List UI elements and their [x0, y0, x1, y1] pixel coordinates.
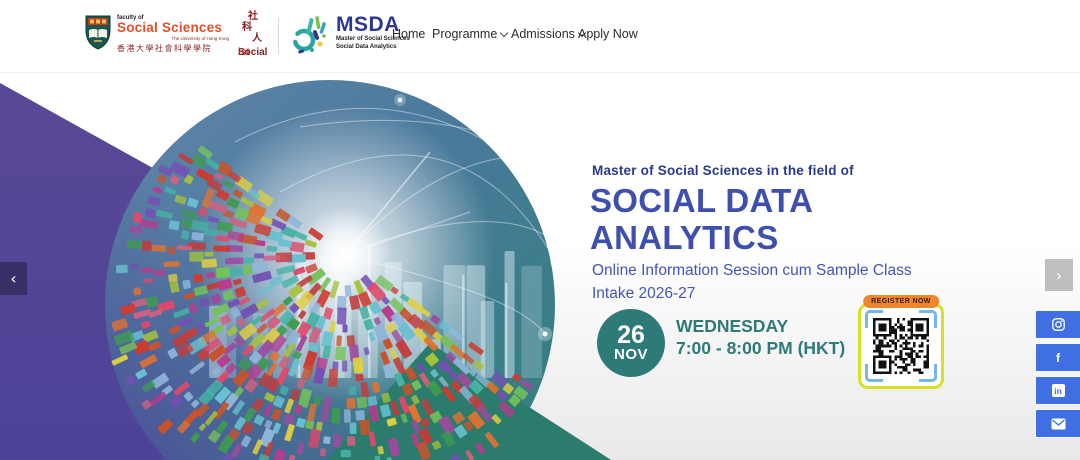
mosaic-tiles-graphic [111, 145, 534, 460]
chevron-down-icon [500, 28, 509, 38]
event-date-badge: 26 NOV [597, 309, 665, 377]
qr-bracket-icon [919, 310, 937, 328]
hero-banner: Master of Social Sciences in the field o… [0, 72, 1080, 460]
qr-bracket-icon [919, 364, 937, 382]
chevron-left-icon: ‹ [10, 269, 17, 288]
qr-code [873, 318, 929, 374]
hero-graphic [0, 80, 612, 460]
nav-programme[interactable]: Programme [432, 27, 509, 41]
chevron-right-icon: › [1055, 265, 1063, 285]
hero-title-line1: SOCIAL DATA [590, 182, 814, 219]
site-header: faculty of Social Sciences The Universit… [0, 0, 1080, 73]
msda-sub-line2: Social Data Analytics [336, 43, 397, 50]
faculty-logo-pre: faculty of [117, 15, 144, 21]
hku-crest-logo [85, 15, 111, 50]
faculty-logo[interactable]: faculty of Social Sciences The Universit… [117, 15, 229, 54]
linkedin-button[interactable]: in [1035, 376, 1080, 405]
logo-divider [278, 18, 279, 54]
hero-title-line2: ANALYTICS [590, 219, 779, 256]
event-weekday: WEDNESDAY [676, 316, 789, 336]
msda-sub-line1: Master of Social Sciences [336, 36, 410, 42]
socsci-char-3: 人 [252, 33, 262, 44]
instagram-button[interactable] [1035, 310, 1080, 339]
email-button[interactable] [1035, 409, 1080, 438]
instagram-icon [1051, 318, 1065, 331]
social-links-column: f in [1035, 310, 1080, 442]
qr-bracket-icon [865, 364, 883, 382]
email-icon [1051, 418, 1065, 429]
faculty-logo-chinese: 香港大學社會科學學院 [117, 44, 212, 53]
faculty-logo-name: Social Sciences [117, 20, 223, 35]
event-month: NOV [613, 346, 648, 363]
facebook-button[interactable]: f [1035, 343, 1080, 372]
msda-splash-icon [292, 16, 326, 54]
qr-bracket-icon [865, 310, 883, 328]
hero-eyebrow: Master of Social Sciences in the field o… [592, 163, 854, 178]
hero-subtitle: Online Information Session cum Sample Cl… [592, 262, 912, 279]
carousel-next-button[interactable]: › [1045, 259, 1073, 291]
nav-apply-now[interactable]: Apply Now [578, 27, 638, 41]
socsci-char-1: 社 [248, 11, 258, 22]
linkedin-icon: in [1051, 384, 1065, 397]
event-details: WEDNESDAY 7:00 - 8:00 PM (HKT) [676, 315, 845, 359]
nav-admissions[interactable]: Admissions [511, 27, 587, 41]
hero-subtitle-block: Online Information Session cum Sample Cl… [592, 259, 912, 305]
facebook-icon: f [1056, 350, 1060, 365]
socsci-char-2: 科 [242, 22, 252, 33]
purple-wedge-shape [0, 83, 230, 460]
hero-intake: Intake 2026-27 [592, 285, 696, 302]
event-day: 26 [617, 321, 645, 349]
network-nodes-graphic [394, 80, 555, 341]
city-skyline-graphic [209, 245, 542, 378]
network-arcs-graphic [234, 107, 555, 335]
teal-wedge-shape [326, 343, 612, 460]
carousel-prev-button[interactable]: ‹ [0, 262, 27, 295]
socsci-caption: Social ist [238, 47, 268, 58]
event-time: 7:00 - 8:00 PM (HKT) [676, 338, 846, 358]
qr-register-card[interactable]: REGISTER NOW [858, 295, 944, 389]
socsci-logo[interactable]: 社 科 人 Social ist [238, 12, 274, 60]
hero-title: SOCIAL DATA ANALYTICS [590, 182, 813, 256]
faculty-logo-university: The University of Hong Kong [171, 36, 229, 41]
nav-home[interactable]: Home [392, 27, 426, 41]
register-now-badge: REGISTER NOW [863, 295, 939, 308]
msda-acronym: MSDA [336, 13, 400, 36]
